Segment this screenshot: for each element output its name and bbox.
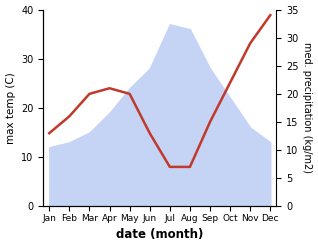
X-axis label: date (month): date (month)	[116, 228, 204, 242]
Y-axis label: max temp (C): max temp (C)	[5, 72, 16, 144]
Y-axis label: med. precipitation (kg/m2): med. precipitation (kg/m2)	[302, 42, 313, 173]
